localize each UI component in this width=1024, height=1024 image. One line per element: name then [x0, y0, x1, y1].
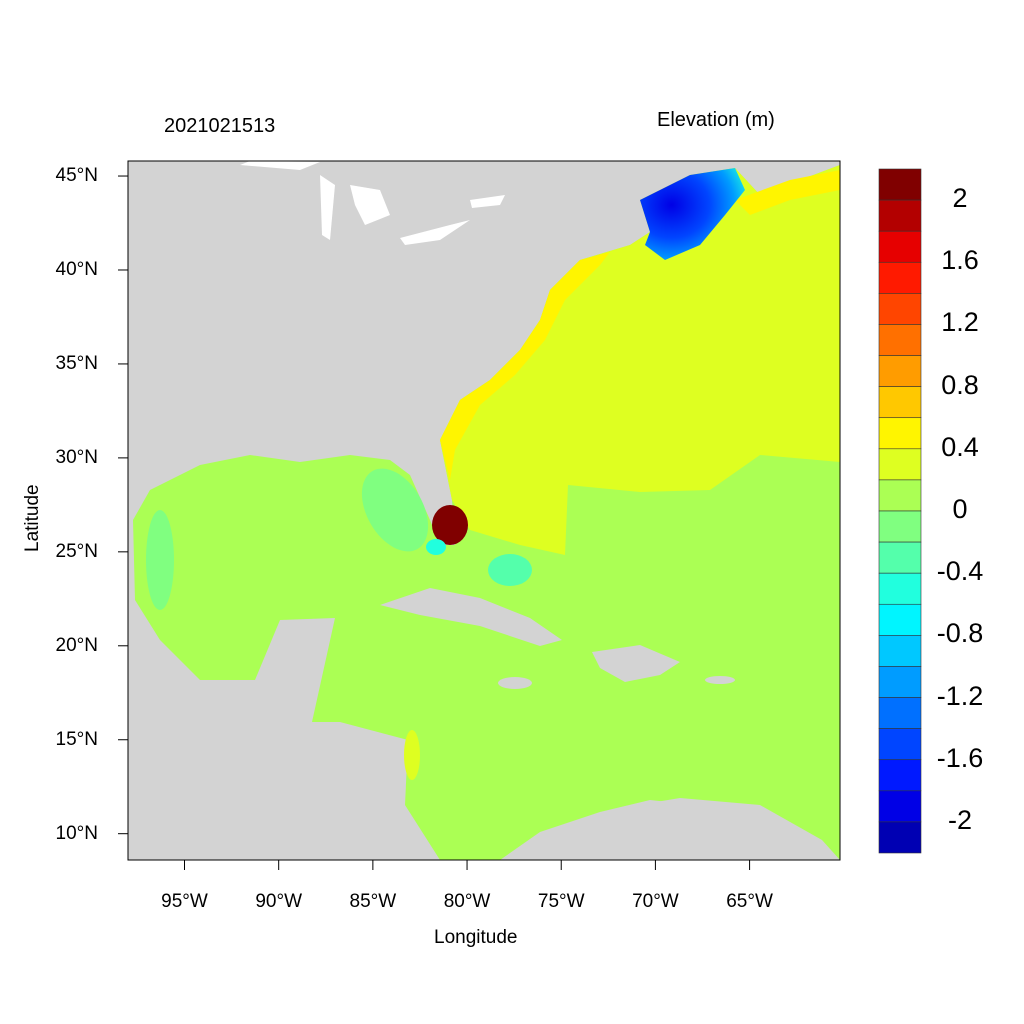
colorbar-box [878, 199, 922, 232]
colorbar-box [878, 479, 922, 512]
colorbar-box [878, 572, 922, 605]
colorbar-box [878, 355, 922, 387]
south-america [540, 798, 840, 860]
colorbar-box [878, 324, 922, 356]
caribbean-high-patch [404, 730, 420, 780]
colorbar-label: -1.6 [936, 742, 984, 773]
x-tick-label: 90°W [255, 891, 303, 912]
colorbar-box [878, 510, 922, 543]
colorbar [878, 168, 922, 854]
y-tick-label: 15°N [55, 728, 98, 750]
y-tick-label: 45°N [55, 165, 98, 187]
colorbar-box [878, 386, 922, 419]
cuba [380, 588, 562, 646]
lake-michigan [320, 175, 335, 240]
colorbar-label: -0.8 [936, 618, 984, 649]
jamaica [498, 677, 532, 689]
colorbar-box [878, 697, 922, 729]
florida-bay-low [426, 539, 446, 555]
colorbar-label: 1.6 [941, 245, 979, 276]
colorbar-label: 2 [952, 183, 968, 214]
colorbar-box [878, 168, 922, 201]
lake-huron [350, 185, 390, 225]
hispaniola [592, 645, 680, 682]
colorbar-box [878, 448, 922, 481]
puerto-rico [705, 676, 735, 684]
colorbar-label: -2 [947, 804, 972, 835]
y-tick-label: 25°N [55, 540, 98, 562]
colorbar-box [878, 261, 922, 294]
texas-shelf [146, 510, 174, 610]
x-tick-label: 80°W [443, 891, 491, 912]
colorbar-box [878, 728, 922, 761]
y-tick-label: 20°N [55, 634, 98, 656]
variable-title: Elevation (m) [657, 109, 775, 131]
colorbar-box [878, 541, 922, 574]
y-tick-label: 35°N [55, 352, 98, 374]
x-axis-label: Longitude [434, 927, 518, 948]
gulf-of-maine-low [640, 168, 745, 260]
y-tick-marks [118, 175, 128, 835]
lake-superior [240, 161, 320, 170]
y-tick-label: 40°N [55, 258, 98, 280]
lake-ontario [470, 195, 505, 208]
x-tick-marks [184, 860, 751, 870]
nova-scotia-high-band [735, 170, 840, 215]
florida-surge [432, 505, 468, 545]
plot-frame [127, 160, 841, 861]
x-tick-label: 75°W [537, 891, 585, 912]
x-tick-label: 85°W [349, 891, 397, 912]
bahamas-low [488, 554, 532, 586]
colorbar-box [878, 603, 922, 636]
colorbar-label: -1.2 [936, 680, 984, 711]
y-tick-label: 30°N [55, 446, 98, 468]
colorbar-box [878, 230, 922, 263]
colorbar-box [878, 821, 922, 854]
x-tick-label: 65°W [726, 891, 773, 912]
colorbar-label: 1.2 [941, 307, 979, 338]
y-tick-label: 10°N [55, 822, 98, 844]
west-florida-shelf [361, 468, 429, 552]
colorbar-box [878, 635, 922, 667]
colorbar-label: 0 [952, 494, 968, 524]
colorbar-box [878, 666, 922, 698]
x-tick-label: 70°W [632, 891, 679, 912]
colorbar-box [878, 759, 922, 792]
colorbar-box [878, 417, 922, 450]
x-tick-label: 95°W [161, 891, 208, 912]
colorbar-box [878, 293, 922, 325]
timestamp-title: 2021021513 [164, 115, 276, 137]
colorbar-label: 0.4 [941, 431, 979, 462]
colorbar-box [878, 790, 922, 823]
colorbar-label: -0.4 [936, 556, 984, 587]
colorbar-label: 0.8 [941, 369, 979, 400]
y-axis-label: Latitude [22, 484, 43, 552]
atlantic-positive-region [440, 165, 840, 555]
lake-erie [400, 220, 470, 245]
